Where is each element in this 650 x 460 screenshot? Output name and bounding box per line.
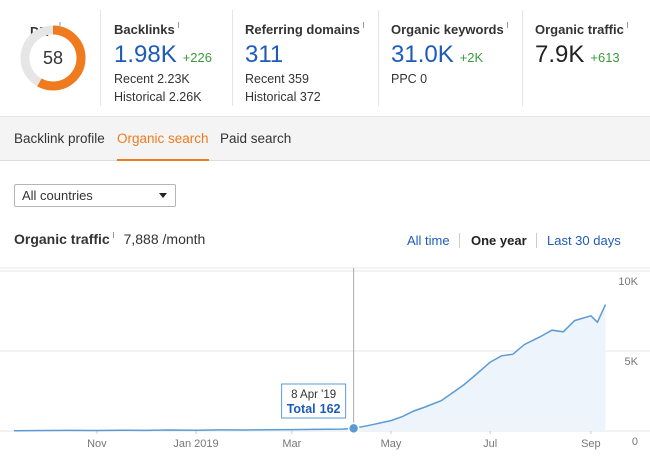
dr-arc: [20, 25, 86, 91]
range-button[interactable]: All time: [407, 233, 450, 248]
caret: [159, 193, 167, 198]
metric-value: 31.0K: [391, 41, 454, 68]
metric-label-text: Organic traffic: [535, 22, 624, 37]
range-separator: [536, 233, 537, 248]
range-separator: [459, 233, 460, 248]
country-select-text: All countries: [22, 188, 93, 203]
metric-label: Referring domains: [245, 22, 364, 37]
separator: [522, 10, 523, 106]
chart-header: Organic traffic 7,888 /month: [14, 231, 205, 247]
metric-value: 1.98K: [114, 41, 177, 68]
x-tick-label: Nov: [87, 438, 107, 450]
metric-change: +2K: [459, 50, 484, 65]
metrics-bar: DR 58 Backlinks 1.98K +226 Recent 2.23K Hist…: [0, 0, 650, 117]
x-tick-label: Sep: [581, 438, 601, 450]
metric-label-text: Organic keywords: [391, 22, 504, 37]
area: [14, 304, 606, 431]
tooltip-box: [281, 383, 347, 419]
metric-detail: Recent 2.23K: [114, 72, 190, 86]
chart-title: Organic traffic: [14, 231, 110, 247]
metric-label-text: Referring domains: [245, 22, 360, 37]
metric: Backlinks 1.98K +226 Recent 2.23K Historical…: [114, 22, 212, 104]
separator: [100, 10, 101, 106]
metric-value-row: 1.98K +226: [114, 41, 212, 69]
metric-detail: PPC 0: [391, 72, 428, 86]
chart-total: 7,888: [123, 231, 159, 247]
tooltip-value: 162: [320, 402, 341, 416]
chart-unit: /month: [162, 231, 206, 247]
dr-widget: DR 58: [20, 22, 86, 91]
metric: Referring domains 311 Recent 359 Historical…: [245, 22, 364, 104]
tooltip-label: Total: [287, 402, 316, 416]
tab[interactable]: Organic search: [117, 131, 209, 146]
x-tick-label: Mar: [282, 438, 301, 450]
y-tick-label: 10K: [618, 276, 638, 288]
metric-detail: Historical 372: [245, 90, 321, 104]
metric-value-row: 31.0K +2K: [391, 41, 508, 69]
metric-detail: Historical 2.26K: [114, 90, 202, 104]
tooltip-total: Total 162: [287, 402, 341, 416]
tooltip-date: 8 Apr '19: [291, 389, 336, 401]
dr-value: 58: [43, 48, 63, 68]
tab[interactable]: Backlink profile: [14, 131, 105, 146]
metric-label: Organic keywords: [391, 22, 508, 37]
metric-value: 7.9K: [535, 41, 585, 68]
metric-value: 311: [245, 41, 284, 68]
metric-label: Backlinks: [114, 22, 212, 37]
x-tick-label: Jan 2019: [173, 438, 218, 450]
info-icon: [177, 22, 179, 28]
hover-point: [347, 422, 360, 435]
x-tick-label: Jul: [483, 438, 497, 450]
separator: [378, 10, 379, 106]
info-icon: [506, 22, 508, 28]
metric-value-row: 311: [245, 41, 364, 69]
tab-underline: [117, 159, 209, 161]
y-tick-label: 0: [632, 436, 638, 448]
metric-change: +226: [182, 50, 213, 65]
info-icon: [626, 22, 628, 28]
info-icon: [112, 232, 114, 238]
metric-label-text: Backlinks: [114, 22, 175, 37]
range-button[interactable]: Last 30 days: [547, 233, 621, 248]
tab-bar: Backlink profile Organic search Paid searc…: [0, 117, 650, 161]
metric: Organic traffic 7.9K +613: [535, 22, 628, 69]
line: [13, 304, 607, 432]
metric-change: +613: [590, 50, 620, 65]
tab[interactable]: Paid search: [220, 131, 292, 146]
x-tick-label: May: [381, 438, 402, 450]
range-button[interactable]: One year: [471, 233, 527, 248]
metric-label: Organic traffic: [535, 22, 628, 37]
metric-detail: Recent 359: [245, 72, 309, 86]
country-select[interactable]: All countries: [14, 184, 176, 207]
metric-value-row: 7.9K +613: [535, 41, 628, 69]
metric: Organic keywords 31.0K +2K PPC 0: [391, 22, 508, 86]
separator: [232, 10, 233, 106]
y-tick-label: 5K: [625, 356, 639, 368]
info-icon: [362, 22, 364, 28]
